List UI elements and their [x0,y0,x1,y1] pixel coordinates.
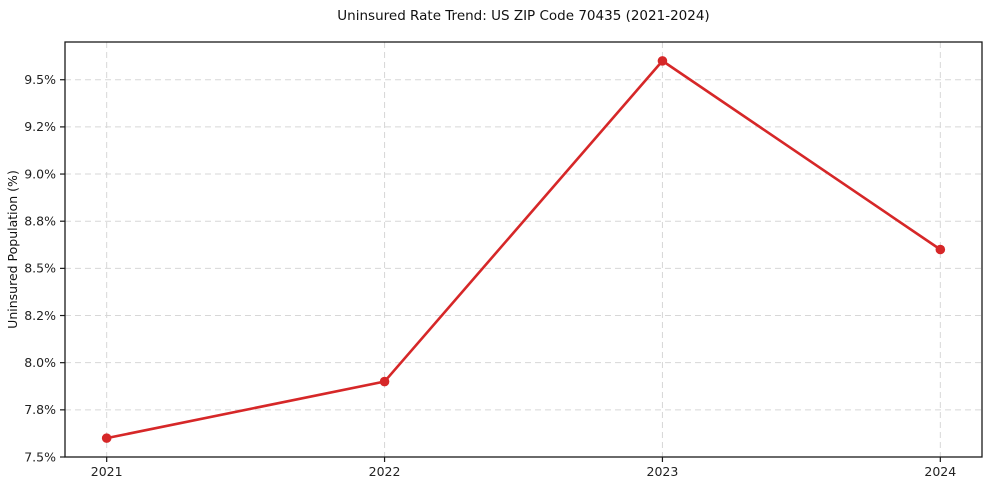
y-axis-label: Uninsured Population (%) [5,170,20,329]
plot-border [64,41,983,458]
data-point-2021 [101,433,112,443]
x-tick-label: 2024 [924,464,956,479]
x-tick-label: 2023 [647,464,679,479]
y-tick-label: 9.2% [24,119,56,134]
data-point-2023 [657,56,668,66]
y-tick-label: 8.0% [24,355,56,370]
data-point-2022 [379,376,390,387]
y-tick-label: 9.5% [24,72,56,87]
chart-title: Uninsured Rate Trend: US ZIP Code 70435 … [337,8,710,24]
x-tick-label: 2022 [369,464,401,479]
y-tick-label: 9.0% [24,166,56,181]
y-tick-label: 8.2% [24,308,56,323]
y-tick-label: 7.8% [24,402,56,417]
y-tick-label: 7.5% [24,449,56,464]
x-tick-label: 2021 [91,464,123,479]
trend-line [105,59,942,440]
data-point-2024 [935,244,946,255]
y-tick-label: 8.8% [24,213,56,228]
y-tick-label: 8.5% [24,261,56,276]
